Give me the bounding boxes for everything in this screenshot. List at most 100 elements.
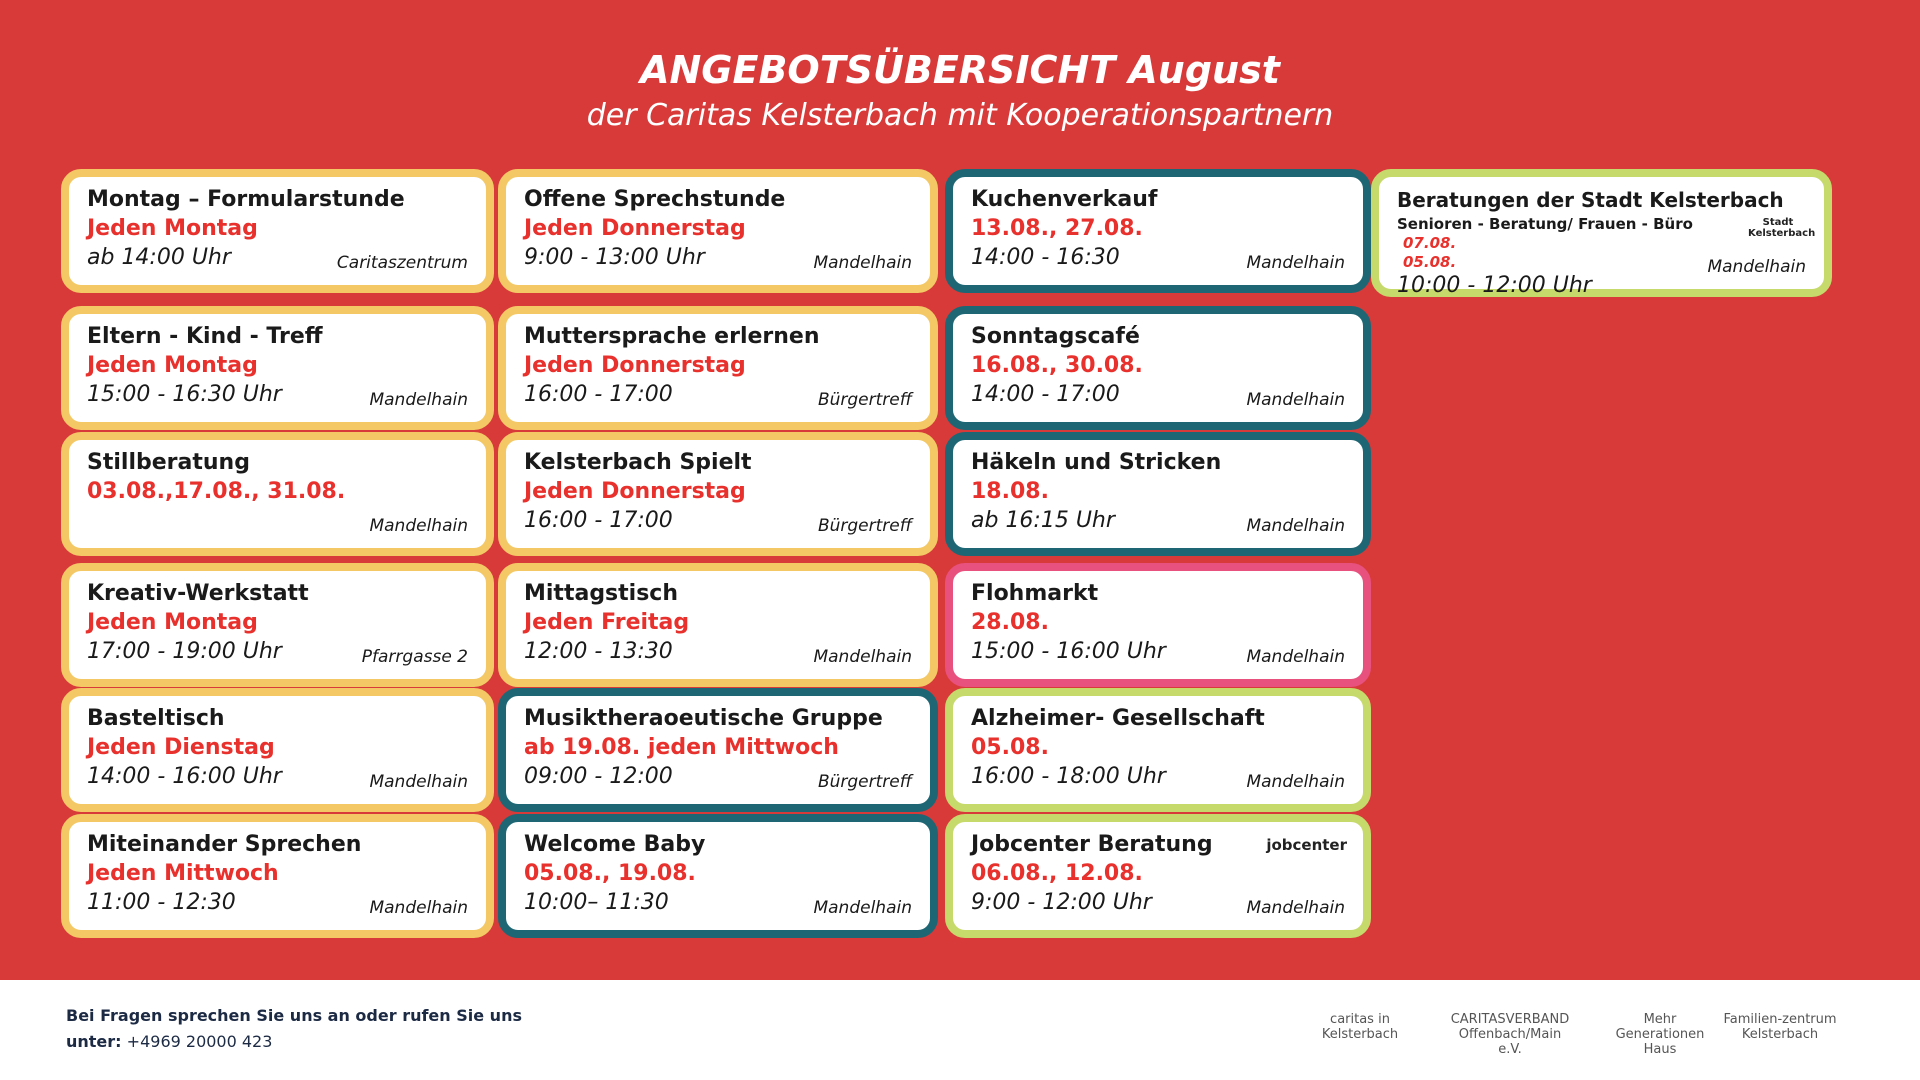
card-place: Caritaszentrum bbox=[336, 253, 468, 273]
card-place: Pfarrgasse 2 bbox=[361, 647, 468, 667]
card-place: Mandelhain bbox=[369, 516, 468, 536]
card-when: Jeden Dienstag bbox=[87, 735, 275, 760]
card-time: ab 16:15 Uhr bbox=[971, 508, 1115, 533]
card-title: Muttersprache erlernen bbox=[524, 324, 820, 349]
card-title: Miteinander Sprechen bbox=[87, 832, 362, 857]
date: 07.08. bbox=[1403, 234, 1457, 252]
card-title: Kreativ-Werkstatt bbox=[87, 581, 309, 606]
card-title: Kuchenverkauf bbox=[971, 187, 1158, 212]
card: Flohmarkt 28.08. 15:00 - 16:00 Uhr Mandelha… bbox=[945, 563, 1371, 687]
subtitle: der Caritas Kelsterbach mit Kooperations… bbox=[586, 98, 1334, 133]
card: Kreativ-Werkstatt Jeden Montag 17:00 - 19:… bbox=[61, 563, 494, 687]
card-place: Mandelhain bbox=[1246, 516, 1345, 536]
card-place: Mandelhain bbox=[1246, 390, 1345, 410]
card-place: Mandelhain bbox=[369, 390, 468, 410]
card-title: Musiktheraoeutische Gruppe bbox=[524, 706, 883, 731]
card-place: Bürgertreff bbox=[817, 772, 912, 792]
partner-logo: Mehr Generationen Haus bbox=[1615, 1012, 1705, 1057]
card: Montag – Formularstunde Jeden Montag ab 14… bbox=[61, 169, 494, 293]
card-time: 16:00 - 17:00 bbox=[524, 382, 673, 407]
card-title: Alzheimer- Gesellschaft bbox=[971, 706, 1265, 731]
card-title: Jobcenter Beratung bbox=[971, 832, 1213, 857]
card-title: Stillberatung bbox=[87, 450, 250, 475]
card-time: 12:00 - 13:30 bbox=[524, 639, 673, 664]
phone-line: unter: +4969 20000 423 bbox=[66, 1032, 272, 1051]
card-title: Welcome Baby bbox=[524, 832, 706, 857]
card: Muttersprache erlernen Jeden Donnerstag 16… bbox=[498, 306, 938, 430]
card: Eltern - Kind - Treff Jeden Montag 15:00 -… bbox=[61, 306, 494, 430]
card-time: 16:00 - 18:00 Uhr bbox=[971, 764, 1166, 789]
card-time: 9:00 - 12:00 Uhr bbox=[971, 890, 1152, 915]
card-when: 03.08.,17.08., 31.08. bbox=[87, 479, 346, 504]
card: Welcome Baby 05.08., 19.08. 10:00– 11:30 Ma… bbox=[498, 814, 938, 938]
card-when: Jeden Freitag bbox=[524, 610, 690, 635]
card: Alzheimer- Gesellschaft 05.08. 16:00 - 18:… bbox=[945, 688, 1371, 812]
card-time: 15:00 - 16:00 Uhr bbox=[971, 639, 1166, 664]
card-when: Jeden Mittwoch bbox=[87, 861, 279, 886]
card-place: Mandelhain bbox=[1246, 772, 1345, 792]
card-place: Mandelhain bbox=[1246, 647, 1345, 667]
card: Miteinander Sprechen Jeden Mittwoch 11:00 … bbox=[61, 814, 494, 938]
logo: jobcenter bbox=[1266, 836, 1347, 854]
card-title: Offene Sprechstunde bbox=[524, 187, 786, 212]
card: Musiktheraoeutische Gruppe ab 19.08. jede… bbox=[498, 688, 938, 812]
partner-logo: caritas in Kelsterbach bbox=[1321, 1012, 1399, 1042]
card-title: Mittagstisch bbox=[524, 581, 679, 606]
card-when: Jeden Donnerstag bbox=[524, 353, 746, 378]
card-subtitle: Senioren - Beratung/ Frauen - Büro bbox=[1397, 215, 1693, 233]
card-when: Jeden Donnerstag bbox=[524, 479, 746, 504]
card-place: Mandelhain bbox=[369, 772, 468, 792]
card-time: 16:00 - 17:00 bbox=[524, 508, 673, 533]
partner-logo: CARITASVERBAND Offenbach/Main e.V. bbox=[1450, 1012, 1570, 1057]
card-place: Bürgertreff bbox=[817, 516, 912, 536]
card-when: Jeden Montag bbox=[87, 353, 258, 378]
footer: Bei Fragen sprechen Sie uns an oder rufe… bbox=[0, 980, 1920, 1080]
card-time: 11:00 - 12:30 bbox=[87, 890, 236, 915]
card-place: Mandelhain bbox=[1246, 898, 1345, 918]
card-place: Mandelhain bbox=[1246, 253, 1345, 273]
banner: ANGEBOTSÜBERSICHT August der Caritas Kel… bbox=[0, 0, 1920, 980]
dates: 07.08.05.08. bbox=[1397, 233, 1806, 271]
card-place: Bürgertreff bbox=[817, 390, 912, 410]
phone: +4969 20000 423 bbox=[126, 1032, 273, 1051]
card-when: 13.08., 27.08. bbox=[971, 216, 1143, 241]
card-title: Montag – Formularstunde bbox=[87, 187, 405, 212]
card-title: Basteltisch bbox=[87, 706, 225, 731]
card-time: 14:00 - 16:00 Uhr bbox=[87, 764, 282, 789]
card-title: Häkeln und Stricken bbox=[971, 450, 1222, 475]
question: Bei Fragen sprechen Sie uns an oder rufe… bbox=[66, 1006, 522, 1025]
card: Häkeln und Stricken 18.08. ab 16:15 Uhr Man… bbox=[945, 432, 1371, 556]
card-title: Sonntagscafé bbox=[971, 324, 1140, 349]
card-time: 09:00 - 12:00 bbox=[524, 764, 673, 789]
card-when: 05.08., 19.08. bbox=[524, 861, 696, 886]
card-when: Jeden Montag bbox=[87, 216, 258, 241]
card-place: Mandelhain bbox=[813, 647, 912, 667]
card-time: 14:00 - 17:00 bbox=[971, 382, 1120, 407]
card: Kelsterbach Spielt Jeden Donnerstag 16:00 … bbox=[498, 432, 938, 556]
card-when: Jeden Donnerstag bbox=[524, 216, 746, 241]
card: Beratungen der Stadt Kelsterbach Stadt Ke… bbox=[1371, 169, 1832, 298]
card: Kuchenverkauf 13.08., 27.08. 14:00 - 16:30… bbox=[945, 169, 1371, 293]
date: 05.08. bbox=[1403, 253, 1457, 271]
card-time: 14:00 - 16:30 bbox=[971, 245, 1120, 270]
card-title: Flohmarkt bbox=[971, 581, 1099, 606]
card: Stillberatung 03.08.,17.08., 31.08. Mandel… bbox=[61, 432, 494, 556]
card-when: 16.08., 30.08. bbox=[971, 353, 1143, 378]
card: Basteltisch Jeden Dienstag 14:00 - 16:00 U… bbox=[61, 688, 494, 812]
card: Mittagstisch Jeden Freitag 12:00 - 13:30 Ma… bbox=[498, 563, 938, 687]
card-place: Mandelhain bbox=[1707, 257, 1806, 277]
card: Jobcenter Beratung jobcenter 06.08., 12.08… bbox=[945, 814, 1371, 938]
card-time: 9:00 - 13:00 Uhr bbox=[524, 245, 705, 270]
card-title: Eltern - Kind - Treff bbox=[87, 324, 323, 349]
title: ANGEBOTSÜBERSICHT August bbox=[640, 48, 1280, 92]
card-place: Mandelhain bbox=[369, 898, 468, 918]
card-when: 28.08. bbox=[971, 610, 1049, 635]
partner-logo: Familien-zentrum Kelsterbach bbox=[1723, 1012, 1837, 1042]
card-when: 06.08., 12.08. bbox=[971, 861, 1143, 886]
card-time: ab 14:00 Uhr bbox=[87, 245, 231, 270]
card: Sonntagscafé 16.08., 30.08. 14:00 - 17:00 M… bbox=[945, 306, 1371, 430]
card: Offene Sprechstunde Jeden Donnerstag 9:00 … bbox=[498, 169, 938, 293]
card-when: ab 19.08. jeden Mittwoch bbox=[524, 735, 839, 760]
card-title: Kelsterbach Spielt bbox=[524, 450, 752, 475]
card-when: 18.08. bbox=[971, 479, 1049, 504]
